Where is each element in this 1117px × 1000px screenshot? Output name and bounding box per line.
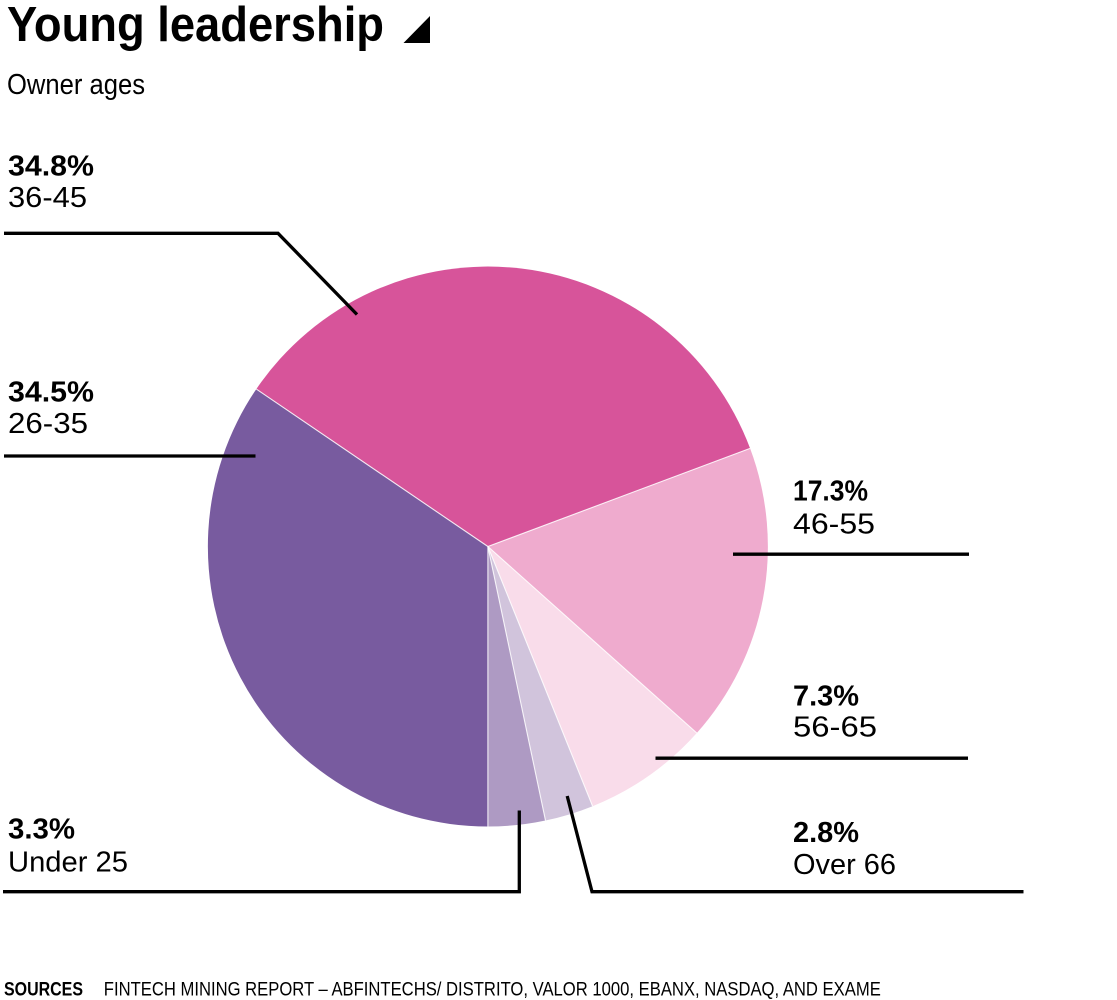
svg-text:FINTECH MINING REPORT – ABFINT: FINTECH MINING REPORT – ABFINTECHS/ DIST…: [104, 980, 881, 1000]
svg-text:34.5%: 34.5%: [8, 377, 94, 409]
svg-text:3.3%: 3.3%: [8, 814, 75, 846]
svg-text:7.3%: 7.3%: [793, 681, 859, 713]
svg-text:SOURCES: SOURCES: [4, 980, 83, 1000]
svg-text:Owner ages: Owner ages: [7, 69, 145, 101]
svg-text:2.8%: 2.8%: [793, 817, 859, 849]
svg-text:17.3%: 17.3%: [793, 476, 868, 508]
svg-text:Over 66: Over 66: [793, 849, 896, 881]
svg-text:26-35: 26-35: [8, 408, 88, 440]
svg-text:46-55: 46-55: [793, 509, 875, 541]
svg-text:Under 25: Under 25: [8, 847, 128, 879]
svg-text:34.8%: 34.8%: [8, 151, 94, 183]
svg-text:Young leadership: Young leadership: [7, 0, 384, 52]
svg-text:56-65: 56-65: [793, 712, 877, 744]
svg-text:36-45: 36-45: [8, 182, 87, 214]
